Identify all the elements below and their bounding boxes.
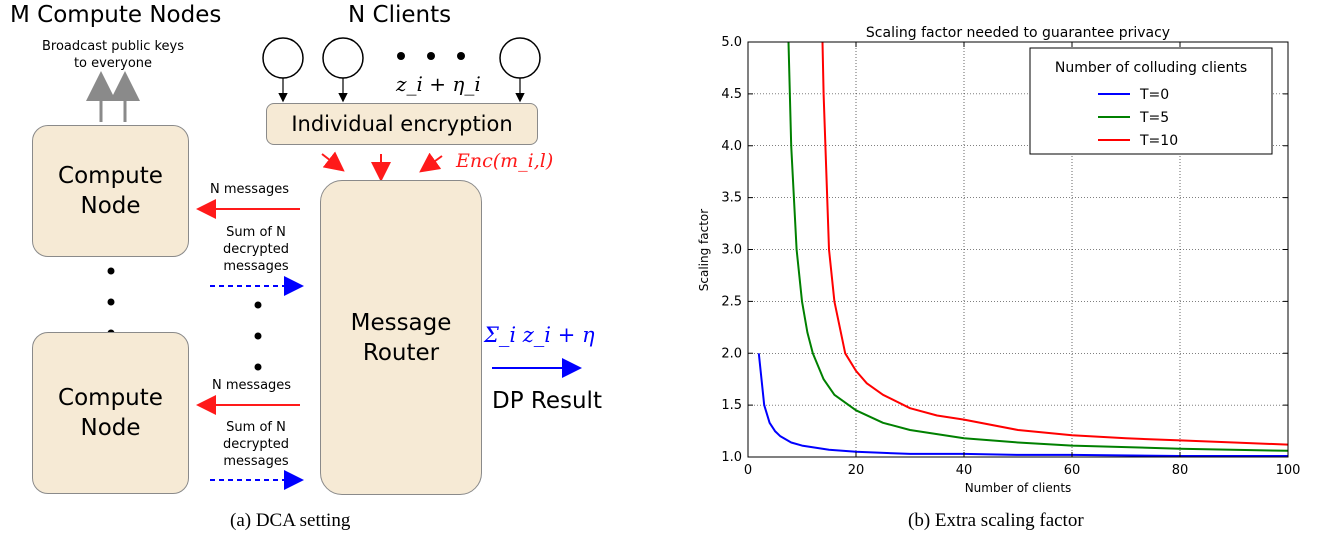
chart-svg: 0 20 40 60 80 1001.01.52.02.53.03.54.04.55.0 … [697, 25, 1301, 495]
y-tick-label: 1.0 [721, 450, 742, 465]
compute-node-box: Compute Node [32, 125, 189, 257]
scaling-chart: 0 20 40 60 80 100 1.0 1.5 2.0 2.5 3.0 3.5 4.0 4.5 5.0 … [660, 0, 1320, 537]
x-tick-label: 80 [1172, 463, 1189, 478]
ellipsis-dot [254, 332, 262, 340]
legend-box [1029, 47, 1273, 155]
ellipsis-dot [254, 301, 262, 309]
client-circle [322, 37, 364, 79]
y-tick-label: 3.0 [721, 243, 742, 258]
x-tick-label: 20 [848, 463, 865, 478]
nodes-title: M Compute Nodes [10, 2, 222, 28]
y-tick-label: 4.5 [721, 87, 742, 102]
x-tick-label: 100 [1276, 463, 1301, 478]
legend-entry: T=0 [1139, 87, 1169, 103]
y-tick-label: 5.0 [721, 35, 742, 50]
x-axis-label: Number of clients [965, 481, 1072, 495]
y-axis-label: Scaling factor [697, 209, 711, 291]
ellipsis-dot [107, 267, 115, 275]
n-messages-label: N messages [212, 378, 292, 393]
y-tick-label: 1.5 [721, 398, 742, 413]
series-line-T5 [787, 41, 1289, 452]
x-tick-label: 60 [1064, 463, 1081, 478]
caption-b: (b) Extra scaling factor [908, 510, 1084, 531]
client-circle [499, 37, 541, 79]
y-tick-label: 4.0 [721, 139, 742, 154]
message-router-box: Message Router [320, 180, 482, 495]
caption-a: (a) DCA setting [230, 510, 351, 531]
legend-entry: T=5 [1139, 110, 1169, 126]
ellipsis-dot [107, 298, 115, 306]
sum-formula-label: Σ_i z_i + η [484, 323, 595, 347]
x-tick-label: 0 [744, 463, 752, 478]
ellipsis-dot [457, 52, 465, 60]
x-tick-label: 40 [956, 463, 973, 478]
n-messages-label: N messages [210, 182, 290, 197]
series-line-T10 [821, 41, 1289, 446]
dca-diagram: M Compute Nodes N Clients Broadcast publ… [0, 0, 640, 537]
enc-arrow [321, 151, 345, 172]
ellipsis-dot [427, 52, 435, 60]
compute-node-box: Compute Node [32, 332, 189, 494]
enc-label: Enc(m_i,l) [456, 150, 554, 172]
client-value-label: z_i + η_i [396, 72, 481, 96]
series-line-T0 [757, 353, 1288, 457]
y-tick-label: 2.0 [721, 346, 742, 361]
ellipsis-dot [254, 363, 262, 371]
diagram-arrows [86, 37, 582, 490]
decrypted-sum-label: Sum of N decrypted messages [222, 225, 290, 274]
decrypted-sum-label: Sum of N decrypted messages [222, 420, 290, 469]
legend-title: Number of colluding clients [1055, 60, 1247, 76]
y-tick-label: 3.5 [721, 191, 742, 206]
broadcast-label: Broadcast public keys to everyone [41, 39, 185, 71]
legend-entry: T=10 [1139, 133, 1178, 149]
dp-result-label: DP Result [492, 388, 602, 414]
clients-title: N Clients [348, 2, 452, 28]
client-circle [262, 37, 304, 79]
ellipsis-dot [397, 52, 405, 60]
y-tick-label: 2.5 [721, 294, 742, 309]
enc-arrow [419, 152, 443, 173]
chart-title: Scaling factor needed to guarantee priva… [866, 25, 1170, 41]
encryption-box: Individual encryption [266, 103, 538, 145]
chart-legend: Number of colluding clients T=0 T=5 T=10 [1029, 47, 1273, 155]
